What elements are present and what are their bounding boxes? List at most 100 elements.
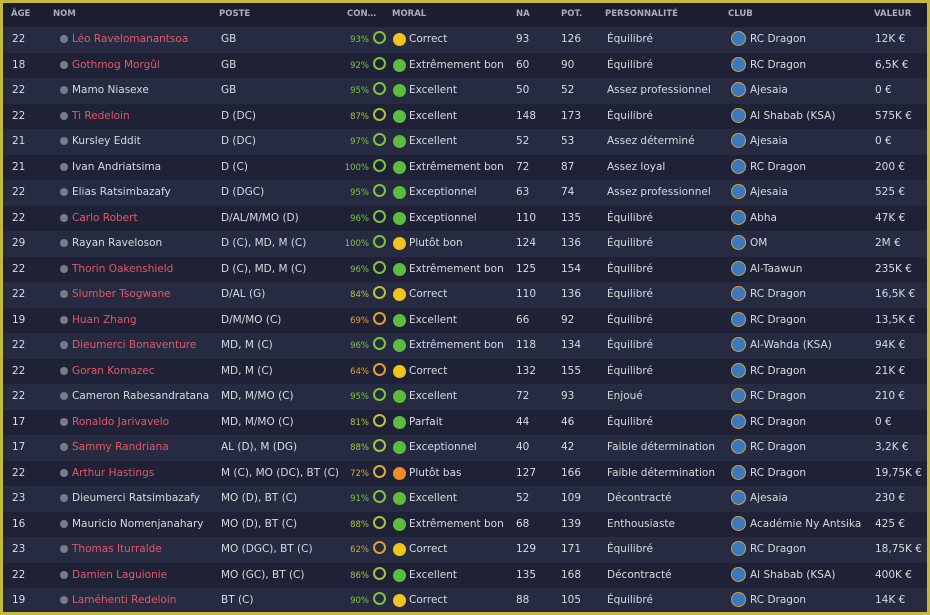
- age: 22: [12, 466, 26, 479]
- player-row: 19 Laméhenti Redeloin BT (C) 90% Correct 88 10…: [3, 588, 927, 612]
- value: 575K €: [875, 109, 912, 122]
- condition: 93%: [350, 35, 369, 45]
- club-crest: [731, 158, 746, 174]
- personality: Équilibré: [607, 415, 653, 428]
- morale-icon: [393, 466, 406, 480]
- morale: Excellent: [409, 390, 457, 402]
- age: 22: [12, 262, 26, 275]
- position: GB: [221, 58, 237, 71]
- morale-icon: [393, 135, 406, 148]
- player-name: Dieumerci Ratsimbazafy: [72, 492, 200, 504]
- position: D/AL (G): [221, 288, 266, 300]
- condition-ring: [373, 158, 386, 172]
- morale-icon: [393, 288, 406, 301]
- personality: Décontracté: [607, 568, 672, 581]
- club: RC Dragon: [750, 313, 807, 326]
- current-ability: 129: [516, 543, 537, 555]
- current-ability: 44: [516, 415, 530, 428]
- position: MD, M (C): [221, 339, 273, 351]
- condition-ring: [373, 490, 386, 503]
- morale: Extrêmement bon: [409, 58, 504, 71]
- morale: Correct: [409, 364, 448, 377]
- player-row: 22 Elias Ratsimbazafy D (DGC) 95% Exceptionn…: [3, 180, 927, 206]
- condition: 88%: [350, 519, 369, 530]
- value: 0 €: [875, 84, 892, 96]
- condition-ring: [373, 31, 386, 44]
- player-name: Damien Laguionie: [72, 568, 168, 581]
- condition-ring: [373, 133, 386, 146]
- club-crest: [731, 566, 746, 582]
- value: 235K €: [875, 262, 912, 275]
- morale-icon: [393, 492, 406, 505]
- club-crest: [731, 56, 746, 72]
- club: RC Dragon: [750, 441, 807, 453]
- potential-ability: 105: [561, 594, 582, 606]
- player-row: 21 Ivan Andriatsima D (C) 100% Extrêmement b…: [3, 154, 927, 180]
- player-name: Sammy Randriana: [72, 441, 169, 453]
- value: 210 €: [875, 390, 906, 402]
- current-ability: 72: [516, 390, 530, 402]
- morale: Extrêmement bon: [409, 262, 504, 275]
- player-icon: [60, 596, 68, 604]
- current-ability: 93: [516, 33, 530, 45]
- player-icon: [60, 570, 68, 579]
- value: 2M €: [875, 237, 901, 249]
- morale-icon: [393, 594, 406, 607]
- value: 3,2K €: [875, 441, 909, 453]
- player-row: 23 Thomas Iturralde MO (DGC), BT (C) 62% Cor…: [3, 537, 927, 563]
- position: MO (GC), BT (C): [221, 568, 305, 581]
- header-row: ÂGE NOM POSTE CON… MORAL NA POT. PERSONNALITÉ CL…: [3, 3, 927, 27]
- personality: Assez professionnel: [607, 84, 711, 96]
- personality: Équilibré: [607, 288, 653, 300]
- club: Ajesaia: [750, 84, 788, 96]
- morale: Excellent: [409, 84, 457, 96]
- morale-icon: [393, 237, 406, 250]
- potential-ability: 173: [561, 109, 582, 122]
- player-icon: [60, 417, 68, 426]
- current-ability: 52: [516, 135, 530, 147]
- personality: Équilibré: [607, 262, 653, 275]
- column-header: CLUB: [728, 9, 753, 19]
- player-row: 29 Rayan Raveloson D (C), MD, M (C) 100% Plu…: [3, 231, 927, 257]
- potential-ability: 134: [561, 339, 582, 351]
- morale: Extrêmement bon: [409, 339, 504, 351]
- value: 0 €: [875, 415, 892, 428]
- club-crest: [731, 388, 746, 403]
- morale: Correct: [409, 594, 448, 606]
- current-ability: 66: [516, 313, 530, 326]
- column-header: NOM: [53, 9, 76, 19]
- player-name: Laméhenti Redeloin: [72, 594, 177, 606]
- player-row: 22 Ti Redeloin D (DC) 87% Excellent 148 173 Équ…: [3, 103, 927, 129]
- player-name: Carlo Robert: [72, 211, 138, 224]
- condition: 64%: [350, 366, 369, 377]
- condition-ring: [373, 56, 386, 70]
- club: Al-Wahda (KSA): [750, 339, 832, 351]
- personality: Équilibré: [607, 313, 653, 326]
- club: RC Dragon: [750, 33, 807, 45]
- player-name: Goran Komazec: [72, 364, 155, 377]
- personality: Équilibré: [607, 33, 653, 45]
- player-row: 22 Carlo Robert D/AL/M/MO (D) 96% Exceptionn…: [3, 205, 927, 231]
- player-row: 17 Sammy Randriana AL (D), M (DG) 88% Except…: [3, 435, 927, 461]
- age: 22: [12, 339, 26, 351]
- club-crest: [731, 413, 746, 429]
- potential-ability: 136: [561, 237, 582, 249]
- club-crest: [731, 235, 746, 250]
- potential-ability: 92: [561, 313, 575, 326]
- condition: 91%: [350, 494, 369, 504]
- morale: Correct: [409, 288, 448, 300]
- value: 400K €: [875, 568, 912, 581]
- player-icon: [60, 468, 68, 477]
- morale: Exceptionnel: [409, 441, 477, 453]
- player-name: Gothmog Morgûl: [72, 58, 160, 71]
- column-header: ÂGE: [11, 9, 31, 19]
- condition: 72%: [350, 468, 369, 479]
- player-row: 22 Arthur Hastings M (C), MO (DC), BT (C) 7…: [3, 460, 927, 486]
- club: RC Dragon: [750, 288, 807, 300]
- player-row: 19 Huan Zhang D/M/MO (C) 69% Excellent 66 92 Éq…: [3, 307, 927, 333]
- current-ability: 63: [516, 186, 530, 198]
- club: RC Dragon: [750, 364, 807, 377]
- value: 19,75K €: [875, 466, 922, 479]
- morale-icon: [393, 543, 406, 556]
